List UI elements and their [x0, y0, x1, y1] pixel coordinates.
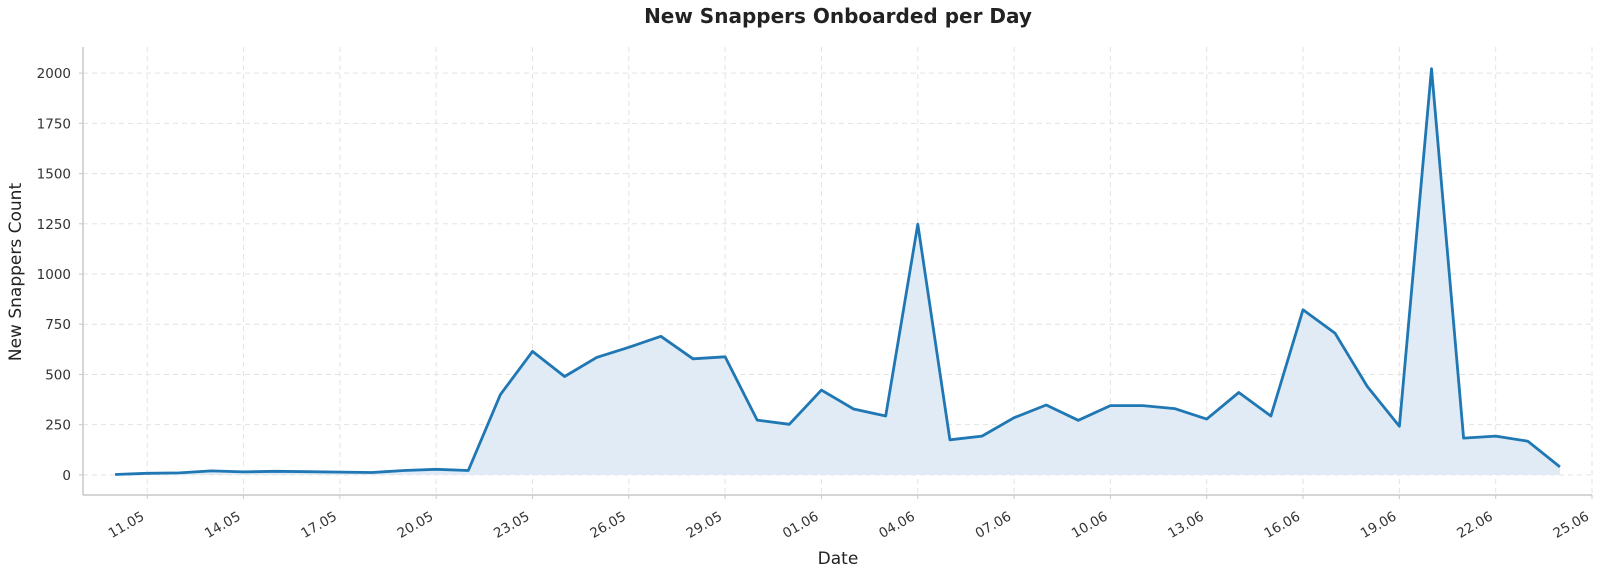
y-tick-label: 500 — [45, 367, 71, 383]
y-tick-label: 2000 — [37, 66, 71, 82]
y-tick-label: 250 — [45, 418, 71, 434]
x-tick-label: 25.06 — [1551, 509, 1592, 542]
x-tick-label: 13.06 — [1165, 509, 1206, 542]
x-tick-label: 16.06 — [1262, 509, 1303, 542]
chart-title: New Snappers Onboarded per Day — [644, 4, 1032, 28]
x-tick-label: 11.05 — [106, 509, 147, 542]
x-tick-label: 04.06 — [876, 509, 917, 542]
x-tick-label: 26.05 — [587, 509, 628, 542]
x-tick-label: 07.06 — [973, 509, 1014, 542]
y-axis-label: New Snappers Count — [6, 183, 26, 362]
x-tick-label: 22.06 — [1454, 509, 1495, 542]
x-tick-label: 23.05 — [491, 509, 532, 542]
y-tick-label: 0 — [62, 468, 71, 484]
x-tick-label: 29.05 — [684, 509, 725, 542]
y-tick-label: 1750 — [37, 116, 71, 132]
x-axis-label: Date — [818, 549, 859, 569]
x-tick-label: 19.06 — [1358, 509, 1399, 542]
x-tick-label: 14.05 — [202, 509, 243, 542]
y-tick-label: 1250 — [37, 217, 71, 233]
y-tick-label: 750 — [45, 317, 71, 333]
x-tick-label: 10.06 — [1069, 509, 1110, 542]
y-tick-label: 1000 — [37, 267, 71, 283]
x-tick-label: 17.05 — [298, 509, 339, 542]
series-area — [115, 68, 1560, 475]
x-tick-label: 20.05 — [395, 509, 436, 542]
x-tick-label: 01.06 — [780, 509, 821, 542]
y-tick-label: 1500 — [37, 167, 71, 183]
series-line — [115, 67, 1561, 476]
